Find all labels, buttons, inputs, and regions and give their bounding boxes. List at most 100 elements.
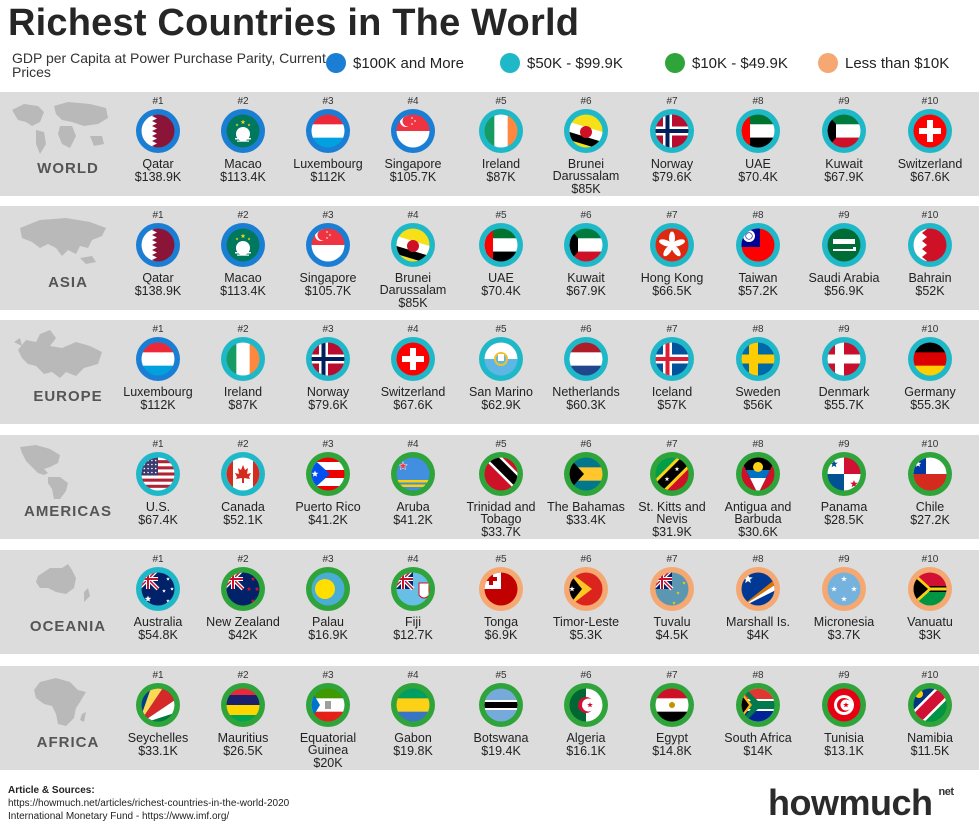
rank-label: #10 — [921, 439, 939, 450]
rank-label: #9 — [838, 210, 850, 221]
ireland-flag-icon — [479, 109, 523, 153]
country-cell: #8 Antigua and Barbuda $30.6K — [715, 439, 801, 539]
rank-label: #1 — [152, 554, 164, 565]
country-value: $67.9K — [566, 284, 606, 298]
country-cell: #4 Fiji $12.7K — [370, 554, 456, 642]
iceland-flag-icon — [650, 337, 694, 381]
rank-label: #4 — [407, 96, 419, 107]
country-name: Singapore — [299, 271, 357, 285]
country-cell: #7 Tuvalu $4.5K — [629, 554, 715, 642]
country-name: Singapore — [384, 157, 442, 171]
rank-label: #4 — [407, 554, 419, 565]
rank-label: #4 — [407, 439, 419, 450]
country-name: Ireland — [223, 385, 263, 399]
rank-label: #7 — [666, 554, 678, 565]
southafrica-flag-icon — [736, 683, 780, 727]
country-cell: #5 Ireland $87K — [458, 96, 544, 184]
country-name: Antigua and Barbuda — [724, 500, 792, 526]
singapore-flag-icon — [391, 109, 435, 153]
country-cell: #10 Germany $55.3K — [887, 324, 973, 412]
country-value: $19.8K — [393, 744, 433, 758]
country-value: $26.5K — [223, 744, 263, 758]
taiwan-flag-icon — [736, 223, 780, 267]
country-name: UAE — [745, 157, 771, 171]
country-value: $105.7K — [304, 284, 352, 298]
country-cell: #8 Marshall Is. $4K — [715, 554, 801, 642]
macao-flag-icon — [221, 109, 265, 153]
country-value: $70.4K — [481, 284, 521, 298]
country-cell: #9 Tunisia $13.1K — [801, 670, 887, 758]
rank-label: #2 — [237, 439, 249, 450]
country-name: Switzerland — [897, 157, 963, 171]
country-value: $31.9K — [652, 525, 692, 539]
country-cell: #2 Ireland $87K — [200, 324, 286, 412]
country-name: San Marino — [469, 385, 533, 399]
country-cell: #9 Kuwait $67.9K — [801, 96, 887, 184]
country-value: $4.5K — [655, 628, 689, 642]
country-cell: #7 Hong Kong $66.5K — [629, 210, 715, 298]
rank-label: #5 — [495, 554, 507, 565]
country-value: $67.6K — [393, 398, 433, 412]
country-value: $54.8K — [138, 628, 178, 642]
country-value: $33.1K — [138, 744, 178, 758]
country-name: Kuwait — [567, 271, 605, 285]
switzerland-flag-icon — [908, 109, 952, 153]
hongkong-flag-icon — [650, 223, 694, 267]
country-cell: #3 Palau $16.9K — [285, 554, 371, 642]
trinidad-flag-icon — [479, 452, 523, 496]
micronesia-flag-icon — [822, 567, 866, 611]
rank-label: #7 — [666, 670, 678, 681]
country-name: Tunisia — [824, 731, 864, 745]
palau-flag-icon — [306, 567, 350, 611]
country-value: $12.7K — [393, 628, 433, 642]
country-cell: #6 The Bahamas $33.4K — [543, 439, 629, 527]
country-cell: #3 Puerto Rico $41.2K — [285, 439, 371, 527]
bahrain-flag-icon — [908, 223, 952, 267]
country-cell: #6 Timor-Leste $5.3K — [543, 554, 629, 642]
country-value: $33.4K — [566, 513, 606, 527]
country-cell: #8 South Africa $14K — [715, 670, 801, 758]
rank-label: #9 — [838, 670, 850, 681]
us-flag-icon — [136, 452, 180, 496]
country-name: Egypt — [656, 731, 688, 745]
singapore-flag-icon — [306, 223, 350, 267]
country-name: Taiwan — [738, 271, 778, 285]
rank-label: #3 — [322, 554, 334, 565]
country-name: Kuwait — [825, 157, 863, 171]
country-cell: #4 Singapore $105.7K — [370, 96, 456, 184]
tonga-flag-icon — [479, 567, 523, 611]
country-value: $87K — [486, 170, 516, 184]
country-name: Chile — [915, 500, 945, 514]
country-name: Algeria — [566, 731, 606, 745]
country-cell: #2 Canada $52.1K — [200, 439, 286, 527]
rank-label: #3 — [322, 324, 334, 335]
country-name: Micronesia — [813, 615, 875, 629]
sources-link-imf[interactable]: International Monetary Fund - https://ww… — [8, 811, 230, 822]
country-name: Tonga — [483, 615, 519, 629]
country-value: $55.7K — [824, 398, 864, 412]
rank-label: #3 — [322, 439, 334, 450]
norway-flag-icon — [650, 109, 694, 153]
country-name: Saudi Arabia — [808, 271, 880, 285]
country-value: $70.4K — [738, 170, 778, 184]
country-cell: #6 Algeria $16.1K — [543, 670, 629, 758]
country-cell: #1 Qatar $138.9K — [115, 96, 201, 184]
country-cell: #3 Luxembourg $112K — [285, 96, 371, 184]
legend-label: $50K - $99.9K — [527, 54, 623, 72]
country-cell: #10 Chile $27.2K — [887, 439, 973, 527]
egypt-flag-icon — [650, 683, 694, 727]
rank-label: #7 — [666, 439, 678, 450]
sources-link-article[interactable]: https://howmuch.net/articles/richest-cou… — [8, 798, 290, 809]
country-value: $79.6K — [652, 170, 692, 184]
country-cell: #4 Switzerland $67.6K — [370, 324, 456, 412]
luxembourg-flag-icon — [306, 109, 350, 153]
qatar-flag-icon — [136, 223, 180, 267]
country-value: $55.3K — [910, 398, 950, 412]
rank-label: #7 — [666, 210, 678, 221]
country-value: $87K — [228, 398, 258, 412]
country-value: $56.9K — [824, 284, 864, 298]
region-label: AFRICA — [36, 734, 100, 751]
country-value: $112K — [140, 398, 176, 412]
country-cell: #2 Mauritius $26.5K — [200, 670, 286, 758]
country-value: $14K — [743, 744, 773, 758]
